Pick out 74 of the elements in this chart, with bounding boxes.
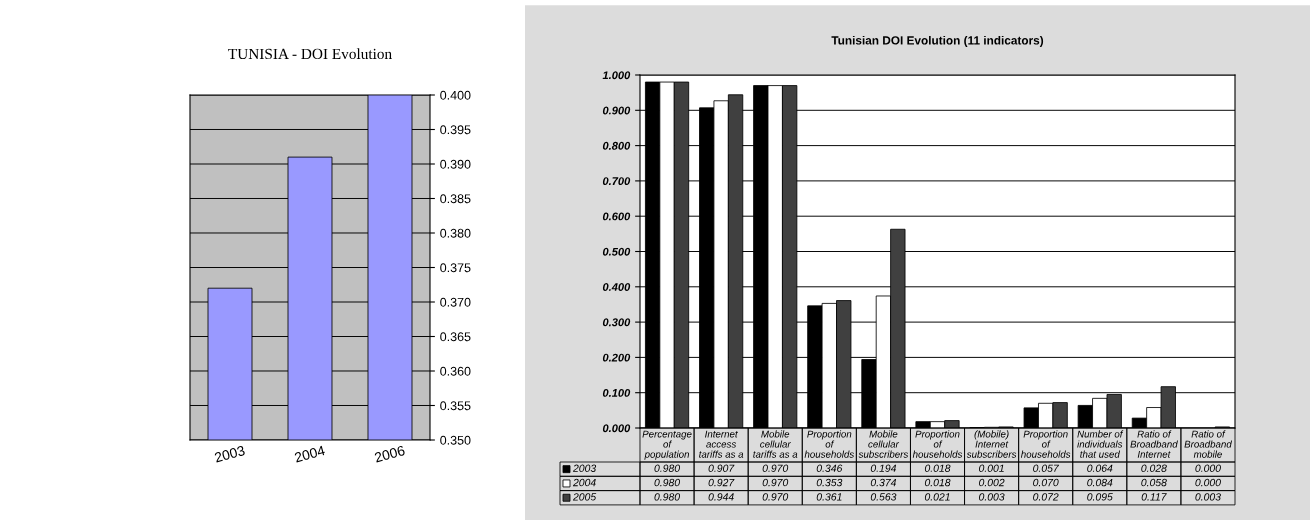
- data-label: 0.070: [1033, 478, 1059, 487]
- x-tick-label: Ratio of Broadband mobile: [1184, 430, 1232, 458]
- x-tick-label: Internet access tariffs as a: [699, 430, 744, 458]
- data-label: 0.003: [1195, 493, 1221, 501]
- y-tick-label: 0.395: [440, 125, 471, 135]
- y-tick-label: 0.360: [440, 366, 471, 376]
- y-tick-label: 1.000: [602, 71, 631, 80]
- data-label: 0.003: [979, 493, 1005, 501]
- x-tick-label: Mobile cellular tariffs as a: [753, 430, 798, 458]
- y-tick-label: 0.380: [440, 228, 471, 238]
- y-tick-label: 0.400: [602, 283, 631, 291]
- data-label: 0.970: [762, 493, 789, 501]
- data-label: 0.361: [816, 493, 842, 501]
- y-tick-label: 0.600: [602, 212, 631, 221]
- data-label: 0.028: [1141, 464, 1167, 472]
- data-label: 0.001: [979, 464, 1004, 472]
- y-tick-label: 0.385: [440, 194, 471, 204]
- chart-title: TUNISIA - DOI Evolution: [228, 48, 392, 60]
- x-tick-label: 2006: [374, 445, 406, 463]
- y-tick-label: 0.365: [440, 332, 471, 342]
- data-label: 0.057: [1033, 464, 1060, 472]
- data-label: 0.000: [1195, 464, 1221, 472]
- data-label: 0.907: [708, 464, 735, 472]
- data-label: 0.346: [816, 464, 843, 472]
- data-label: 0.095: [1087, 493, 1113, 501]
- data-label: 0.970: [762, 478, 789, 487]
- y-tick-label: 0.390: [440, 159, 471, 169]
- y-tick-label: 0.100: [602, 388, 631, 397]
- data-label: 0.058: [1141, 478, 1167, 487]
- data-label: 0.064: [1087, 464, 1113, 472]
- y-tick-label: 0.400: [440, 90, 471, 100]
- data-label: 0.927: [708, 478, 735, 487]
- y-tick-label: 0.700: [602, 177, 631, 186]
- y-tick-label: 0.200: [602, 353, 631, 362]
- y-tick-label: 0.800: [602, 141, 631, 150]
- x-tick-label: Ratio of Broadband Internet: [1130, 430, 1178, 458]
- y-tick-label: 0.300: [602, 318, 631, 327]
- y-tick-label: 0.350: [440, 435, 471, 445]
- data-label: 0.018: [924, 464, 951, 472]
- y-tick-label: 0.000: [602, 424, 631, 433]
- data-label: 0.018: [924, 478, 951, 487]
- x-tick-label: 2004: [294, 445, 326, 463]
- x-tick-label: (Mobile) Internet subscribers: [966, 430, 1017, 458]
- chart-title: Tunisian DOI Evolution (11 indicators): [831, 35, 1044, 47]
- data-label: 0.021: [924, 493, 950, 501]
- x-tick-label: Proportion of households: [1020, 430, 1071, 458]
- x-tick-label: Proportion of households: [912, 430, 963, 458]
- data-label: 0.563: [870, 493, 897, 501]
- data-label: 0.374: [870, 478, 897, 487]
- y-tick-label: 0.375: [440, 263, 471, 273]
- legend-label: 2004: [572, 478, 596, 487]
- y-tick-label: 0.370: [440, 297, 471, 307]
- x-tick-label: 2003: [214, 445, 246, 463]
- x-tick-label: Proportion of households: [804, 430, 854, 458]
- legend-label: 2005: [572, 493, 597, 501]
- data-label: 0.084: [1087, 478, 1113, 487]
- data-label: 0.002: [979, 478, 1005, 487]
- data-label: 0.970: [762, 464, 789, 472]
- x-tick-label: Percentage of population: [642, 430, 692, 460]
- data-label: 0.980: [654, 478, 680, 487]
- data-label: 0.353: [816, 478, 843, 487]
- y-tick-label: 0.900: [602, 106, 631, 115]
- y-tick-label: 0.500: [602, 247, 631, 256]
- x-tick-label: Mobile cellular subscribers: [858, 430, 909, 458]
- data-label: 0.980: [654, 464, 680, 472]
- data-label: 0.072: [1033, 493, 1059, 501]
- data-label: 0.980: [654, 493, 680, 501]
- data-label: 0.117: [1141, 493, 1167, 501]
- y-tick-label: 0.355: [440, 401, 471, 411]
- data-label: 0.000: [1195, 478, 1221, 487]
- data-label: 0.944: [708, 493, 734, 501]
- legend-label: 2003: [572, 464, 597, 472]
- x-tick-label: Number of individuals that used: [1077, 430, 1124, 458]
- data-label: 0.194: [870, 464, 897, 472]
